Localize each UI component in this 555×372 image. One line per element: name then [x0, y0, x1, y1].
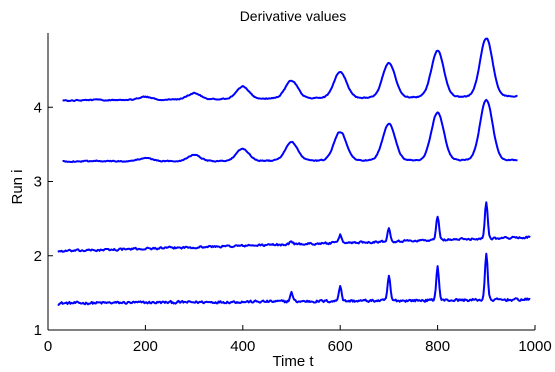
series-line-1	[57, 252, 531, 306]
y-tick-label: 1	[34, 322, 42, 339]
y-ticks: 1 2 3 4	[34, 99, 53, 339]
chart-title: Derivative values	[240, 8, 347, 24]
x-tick-label: 0	[44, 338, 52, 355]
x-axis-label: Time t	[272, 353, 314, 370]
x-tick-label: 600	[328, 338, 353, 355]
series-line-3	[62, 98, 518, 164]
x-tick-label: 800	[425, 338, 450, 355]
x-ticks: 0 200 400 600 800 1000	[44, 325, 552, 355]
x-tick-label: 400	[230, 338, 255, 355]
x-tick-label: 200	[133, 338, 158, 355]
y-tick-label: 4	[34, 99, 42, 116]
series-line-2	[57, 201, 531, 253]
y-tick-label: 2	[34, 248, 42, 265]
plot-lines	[57, 37, 531, 306]
x-tick-label: 1000	[518, 338, 551, 355]
y-tick-label: 3	[34, 174, 42, 191]
series-line-4	[62, 37, 518, 103]
y-axis-label: Run i	[9, 169, 26, 204]
